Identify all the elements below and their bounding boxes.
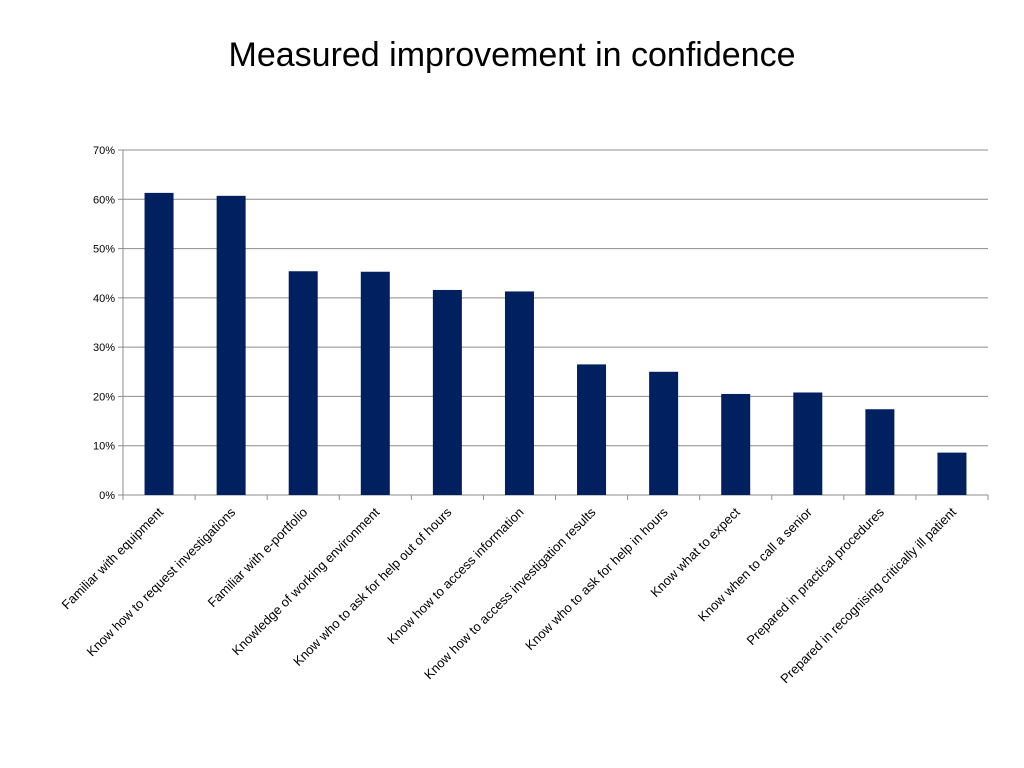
y-tick-label: 40% (93, 293, 115, 305)
category-label: Know who to ask for help out of hours (290, 504, 455, 669)
category-label: Know how to request investigations (84, 504, 239, 659)
chart-title: Measured improvement in confidence (228, 36, 796, 74)
y-tick-label: 50% (93, 244, 115, 256)
y-tick-label: 10% (93, 441, 115, 453)
category-label: Prepared in practical procedures (744, 504, 888, 648)
category-label: Knowledge of working environment (229, 504, 383, 658)
bar (721, 393, 751, 495)
bar (432, 289, 462, 495)
category-label: Know how to access information (384, 505, 526, 647)
axes (118, 149, 989, 500)
y-tick-label: 60% (93, 194, 115, 206)
bar (865, 409, 895, 495)
bars (144, 192, 967, 496)
bar (288, 271, 318, 495)
gridlines (123, 149, 988, 447)
bar (504, 291, 534, 495)
category-label: Know when to call a senior (695, 504, 815, 624)
bar (649, 371, 679, 495)
bar (937, 452, 967, 495)
y-tick-labels: 0% 10% 20% 30% 40% 50% 60% 70% (93, 145, 115, 502)
bar (360, 271, 390, 495)
y-tick-label: 30% (93, 342, 115, 354)
y-tick-label: 20% (93, 391, 115, 403)
bar (577, 364, 607, 495)
y-tick-label: 0% (99, 490, 115, 502)
category-label: Know who to ask for help in hours (522, 504, 671, 653)
bar (793, 392, 823, 495)
bar (216, 195, 246, 496)
bar (144, 192, 174, 495)
y-tick-label: 70% (93, 145, 115, 157)
